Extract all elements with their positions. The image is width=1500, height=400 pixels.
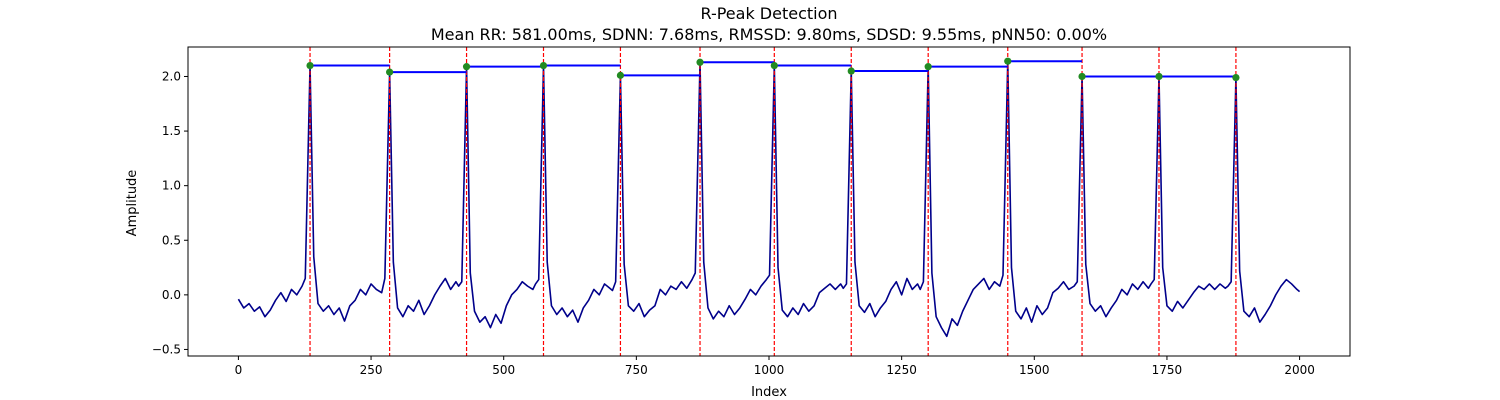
x-tick-label: 250 <box>360 363 383 377</box>
x-tick-label: 1000 <box>754 363 785 377</box>
y-tick-label: 2.0 <box>162 69 181 83</box>
r-peak-marker <box>539 61 548 70</box>
x-tick-label: 1750 <box>1152 363 1183 377</box>
r-peak-marker <box>1155 72 1163 81</box>
r-peak-marker <box>1078 72 1086 81</box>
chart-subtitle: Mean RR: 581.00ms, SDNN: 7.68ms, RMSSD: … <box>431 25 1107 44</box>
x-tick-label: 750 <box>625 363 648 377</box>
plot-frame <box>187 46 1351 357</box>
plot-area <box>237 47 1301 356</box>
y-tick-label: 0.0 <box>162 288 181 302</box>
x-tick-label: 1500 <box>1019 363 1050 377</box>
x-tick-label: 2000 <box>1284 363 1315 377</box>
r-peak-marker <box>1232 73 1240 82</box>
chart-title: R-Peak Detection <box>700 4 837 23</box>
r-peak-marker <box>616 71 625 79</box>
r-peak-marker <box>847 67 855 75</box>
r-peak-marker <box>924 63 932 71</box>
rr-segments-layer <box>310 60 1236 78</box>
x-tick-label: 0 <box>235 363 243 377</box>
x-axis: 0 250 500 750 1000 1250 1500 1750 2000 <box>235 356 1315 377</box>
x-tick-label: 1250 <box>886 363 917 377</box>
x-tick-label: 500 <box>492 363 515 377</box>
r-peak-marker <box>1004 57 1012 65</box>
y-tick-label: −0.5 <box>152 342 181 356</box>
y-tick-label: 0.5 <box>162 233 181 247</box>
y-axis: −0.5 0.0 0.5 1.0 1.5 2.0 <box>152 69 188 356</box>
y-tick-label: 1.0 <box>162 179 181 193</box>
ecg-signal-line <box>237 60 1301 338</box>
x-axis-label: Index <box>751 385 787 400</box>
r-peak-marker <box>462 63 471 71</box>
y-tick-label: 1.5 <box>162 124 181 138</box>
peak-markers-layer <box>306 57 1240 82</box>
r-peak-marker <box>386 68 394 76</box>
r-peak-marker <box>770 61 778 70</box>
peak-lines-layer <box>309 47 1237 356</box>
signal-layer <box>237 60 1301 338</box>
r-peak-marker <box>306 61 314 70</box>
r-peak-marker <box>696 58 704 66</box>
y-axis-label: Amplitude <box>125 170 140 237</box>
